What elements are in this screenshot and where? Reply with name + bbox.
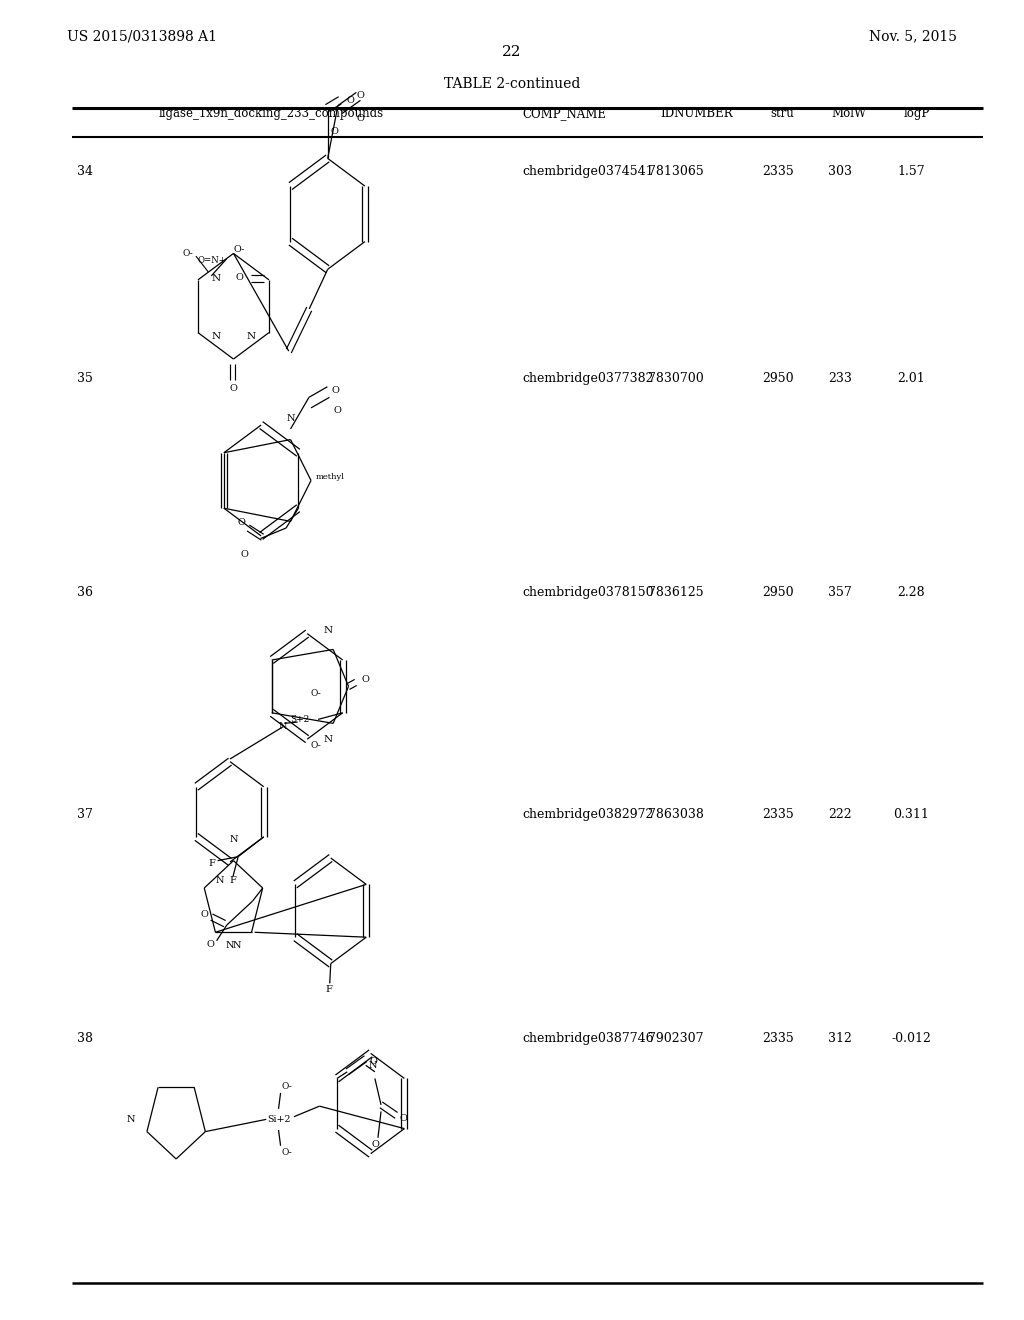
Text: 35: 35 <box>77 372 93 385</box>
Text: MolW: MolW <box>831 107 866 120</box>
Text: N: N <box>324 735 333 743</box>
Text: O: O <box>331 128 339 136</box>
Text: 7902307: 7902307 <box>648 1032 703 1045</box>
Text: N: N <box>225 941 234 950</box>
Text: O-: O- <box>310 742 322 750</box>
Text: 7813065: 7813065 <box>648 165 703 178</box>
Text: IDNUMBER: IDNUMBER <box>660 107 733 120</box>
Text: S+2: S+2 <box>291 715 310 723</box>
Text: 7863038: 7863038 <box>648 808 703 821</box>
Text: O: O <box>356 115 365 123</box>
Text: 222: 222 <box>827 808 852 821</box>
Text: -0.012: -0.012 <box>892 1032 931 1045</box>
Text: N: N <box>127 1115 135 1123</box>
Text: O: O <box>346 96 354 104</box>
Text: N: N <box>247 333 256 341</box>
Text: Si+2: Si+2 <box>267 1115 290 1123</box>
Text: 2335: 2335 <box>762 165 795 178</box>
Text: 312: 312 <box>827 1032 852 1045</box>
Text: O: O <box>238 519 245 527</box>
Text: 38: 38 <box>77 1032 93 1045</box>
Text: 2950: 2950 <box>763 372 794 385</box>
Text: N: N <box>211 333 220 341</box>
Text: O: O <box>236 273 244 281</box>
Text: 7830700: 7830700 <box>648 372 703 385</box>
Text: N: N <box>287 414 295 422</box>
Text: O: O <box>334 407 342 414</box>
Text: 37: 37 <box>77 808 93 821</box>
Text: methyl: methyl <box>316 473 345 480</box>
Text: 357: 357 <box>827 586 852 599</box>
Text: O=N+: O=N+ <box>198 256 227 264</box>
Text: 2335: 2335 <box>762 1032 795 1045</box>
Text: 1.57: 1.57 <box>898 165 925 178</box>
Text: 2950: 2950 <box>763 586 794 599</box>
Text: O: O <box>372 1140 380 1148</box>
Text: O: O <box>361 676 370 684</box>
Text: O-: O- <box>182 249 194 257</box>
Text: N: N <box>211 275 220 282</box>
Text: chembridge0377382: chembridge0377382 <box>522 372 653 385</box>
Text: N: N <box>279 722 288 730</box>
Text: 36: 36 <box>77 586 93 599</box>
Text: O: O <box>201 909 209 919</box>
Text: 34: 34 <box>77 165 93 178</box>
Text: O: O <box>229 384 238 392</box>
Text: chembridge0374541: chembridge0374541 <box>522 165 654 178</box>
Text: ligase_1x9n_docking_233_compounds: ligase_1x9n_docking_233_compounds <box>159 107 384 120</box>
Text: O: O <box>332 387 339 395</box>
Text: O-: O- <box>282 1082 292 1090</box>
Text: N: N <box>232 941 242 950</box>
Text: 0.311: 0.311 <box>893 808 930 821</box>
Text: N: N <box>324 627 333 635</box>
Text: F: F <box>229 876 237 884</box>
Text: 303: 303 <box>827 165 852 178</box>
Text: 2335: 2335 <box>762 808 795 821</box>
Text: chembridge0387746: chembridge0387746 <box>522 1032 654 1045</box>
Text: N: N <box>229 836 238 843</box>
Text: O: O <box>356 91 365 99</box>
Text: US 2015/0313898 A1: US 2015/0313898 A1 <box>67 29 216 44</box>
Text: F: F <box>209 859 216 867</box>
Text: 2.01: 2.01 <box>897 372 926 385</box>
Text: O: O <box>399 1114 408 1122</box>
Text: stru: stru <box>770 107 794 120</box>
Text: O-: O- <box>233 246 245 253</box>
Text: O: O <box>207 940 215 949</box>
Text: logP: logP <box>903 107 930 120</box>
Text: O-: O- <box>282 1148 292 1156</box>
Text: N: N <box>215 875 224 884</box>
Text: F: F <box>326 986 332 994</box>
Text: O: O <box>370 1057 378 1065</box>
Text: TABLE 2-continued: TABLE 2-continued <box>443 77 581 91</box>
Text: Nov. 5, 2015: Nov. 5, 2015 <box>869 29 957 44</box>
Text: N: N <box>369 1061 377 1069</box>
Text: O-: O- <box>310 689 322 697</box>
Text: 22: 22 <box>502 45 522 59</box>
Text: chembridge0382972: chembridge0382972 <box>522 808 653 821</box>
Text: O: O <box>241 550 248 558</box>
Text: 233: 233 <box>827 372 852 385</box>
Text: 2.28: 2.28 <box>898 586 925 599</box>
Text: chembridge0378150: chembridge0378150 <box>522 586 654 599</box>
Text: 7836125: 7836125 <box>648 586 703 599</box>
Text: COMP_NAME: COMP_NAME <box>522 107 606 120</box>
